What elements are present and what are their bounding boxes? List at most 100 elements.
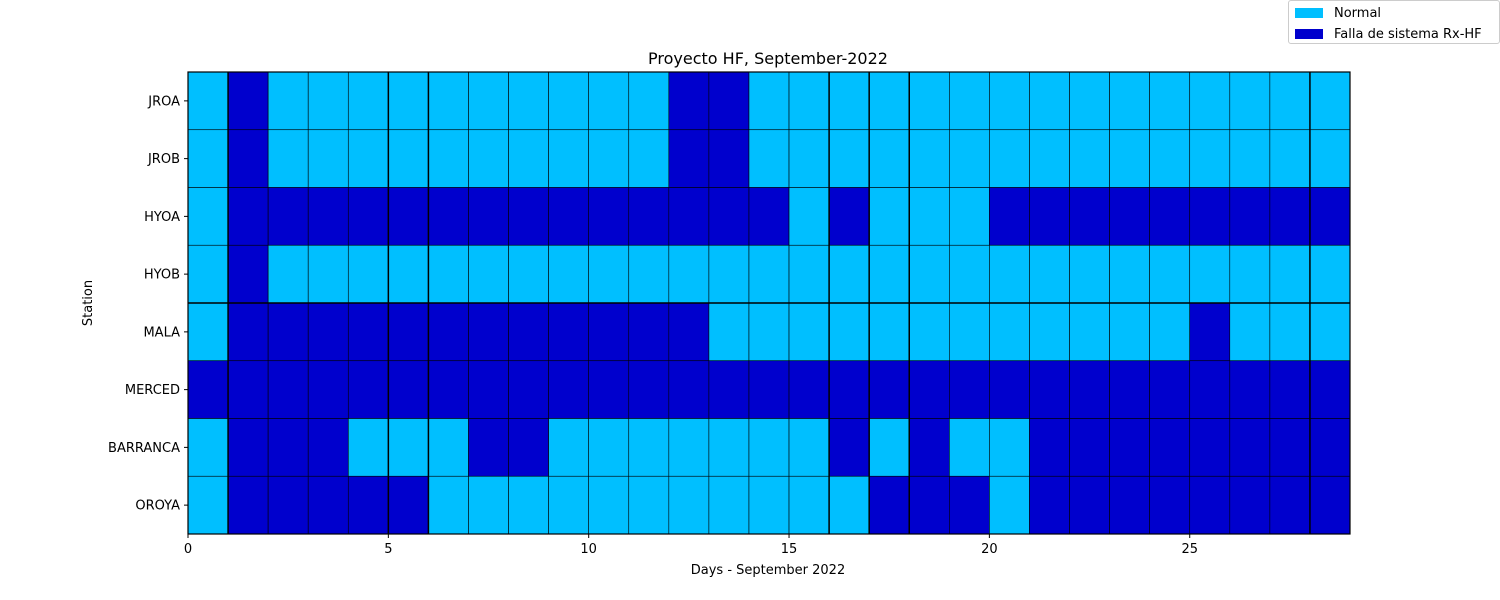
- heatmap-cell: [267, 187, 309, 246]
- heatmap-cell: [628, 360, 670, 419]
- heatmap-cell: [868, 244, 910, 304]
- thick-grid-lines: [188, 72, 1350, 534]
- heatmap-cell: [1029, 244, 1070, 304]
- heatmap-cell: [1189, 129, 1231, 188]
- heatmap-cell: [788, 71, 830, 131]
- heatmap-cell: [468, 360, 509, 419]
- heatmap-cell: [828, 475, 870, 535]
- heatmap-cell: [1069, 418, 1110, 477]
- heatmap-cell: [468, 418, 509, 477]
- heatmap-cell: [868, 71, 910, 131]
- heatmap-cell: [1309, 475, 1351, 535]
- heatmap-cell: [1069, 187, 1110, 246]
- y-axis-label: Station: [81, 280, 96, 326]
- legend-label-fault: Falla de sistema Rx-HF: [1334, 26, 1482, 42]
- y-tick-label: JROB: [147, 152, 180, 167]
- heatmap-cell: [989, 418, 1030, 477]
- heatmap-cell: [307, 475, 349, 535]
- heatmap-cell: [1229, 418, 1271, 477]
- heatmap-cell: [307, 302, 349, 362]
- heatmap-cell: [628, 418, 670, 477]
- heatmap-cell: [1189, 187, 1231, 246]
- legend-item-normal: Normal: [1295, 4, 1381, 22]
- heatmap-cell: [347, 244, 389, 304]
- heatmap-cell: [989, 360, 1030, 419]
- heatmap-cell: [1149, 360, 1191, 419]
- heatmap-cell: [708, 418, 750, 477]
- heatmap-cell: [227, 475, 269, 535]
- heatmap-cell: [949, 475, 990, 535]
- heatmap-cell: [267, 475, 309, 535]
- heatmap-cell: [1149, 71, 1191, 131]
- heatmap-cell: [1069, 129, 1110, 188]
- heatmap-cell: [1029, 302, 1070, 362]
- heatmap-cell: [828, 302, 870, 362]
- heatmap-cell: [428, 129, 469, 188]
- heatmap-cell: [708, 187, 750, 246]
- heatmap-cell: [1269, 187, 1311, 246]
- heatmap-cell: [508, 418, 549, 477]
- heatmap-cell: [588, 475, 630, 535]
- heatmap-cell: [1149, 475, 1191, 535]
- heatmap-cell: [508, 302, 549, 362]
- heatmap-cell: [989, 71, 1030, 131]
- heatmap-cell: [908, 129, 950, 188]
- heatmap-cell: [1109, 360, 1150, 419]
- heatmap-cell: [1309, 244, 1351, 304]
- heatmap-cell: [508, 71, 549, 131]
- heatmap-cell: [588, 244, 630, 304]
- heatmap-cell: [267, 418, 309, 477]
- heatmap-cell: [187, 244, 229, 304]
- heatmap-cell: [428, 418, 469, 477]
- heatmap-cell: [628, 129, 670, 188]
- heatmap-cell: [788, 129, 830, 188]
- heatmap-cell: [628, 302, 670, 362]
- heatmap-cell: [1069, 360, 1110, 419]
- heatmap-cell: [1189, 71, 1231, 131]
- y-tick-label: MALA: [143, 325, 180, 340]
- heatmap-cell: [548, 302, 589, 362]
- heatmap-cell: [1309, 129, 1351, 188]
- heatmap-cell: [748, 418, 790, 477]
- heatmap-cell: [1269, 129, 1311, 188]
- heatmap-cell: [267, 129, 309, 188]
- heatmap-cell: [868, 129, 910, 188]
- heatmap-cell: [468, 129, 509, 188]
- heatmap-cell: [1029, 475, 1070, 535]
- heatmap-cell: [468, 302, 509, 362]
- heatmap-cell: [668, 475, 710, 535]
- heatmap-cell: [267, 302, 309, 362]
- heatmap-cell: [788, 418, 830, 477]
- heatmap-cell: [748, 244, 790, 304]
- heatmap-cell: [1109, 129, 1150, 188]
- heatmap-cell: [1029, 71, 1070, 131]
- legend-swatch-fault: [1295, 29, 1323, 39]
- heatmap-cell: [347, 71, 389, 131]
- heatmap-cell: [187, 475, 229, 535]
- chart-title: Proyecto HF, September-2022: [648, 49, 888, 68]
- heatmap-cell: [949, 418, 990, 477]
- heatmap-cell: [1069, 244, 1110, 304]
- heatmap-cell: [1189, 418, 1231, 477]
- heatmap-cell: [468, 244, 509, 304]
- heatmap-cell: [828, 418, 870, 477]
- heatmap-cell: [1109, 244, 1150, 304]
- x-tick-label: 5: [384, 542, 392, 557]
- heatmap-cell: [1029, 418, 1070, 477]
- heatmap-cell: [267, 71, 309, 131]
- heatmap-cell: [468, 71, 509, 131]
- heatmap-cell: [1269, 302, 1311, 362]
- heatmap-cell: [1229, 475, 1271, 535]
- heatmap-cell: [347, 360, 389, 419]
- heatmap-cell: [347, 302, 389, 362]
- y-axis: JROA JROB HYOA HYOB MALA MERCED BARRANCA OROYA: [108, 94, 188, 514]
- heatmap-cell: [1229, 187, 1271, 246]
- heatmap-cell: [548, 475, 589, 535]
- heatmap-cell: [868, 475, 910, 535]
- heatmap-cell: [828, 71, 870, 131]
- heatmap-cell: [388, 418, 429, 477]
- heatmap-cell: [708, 475, 750, 535]
- heatmap-cell: [428, 360, 469, 419]
- heatmap-cell: [548, 71, 589, 131]
- heatmap-cell: [588, 360, 630, 419]
